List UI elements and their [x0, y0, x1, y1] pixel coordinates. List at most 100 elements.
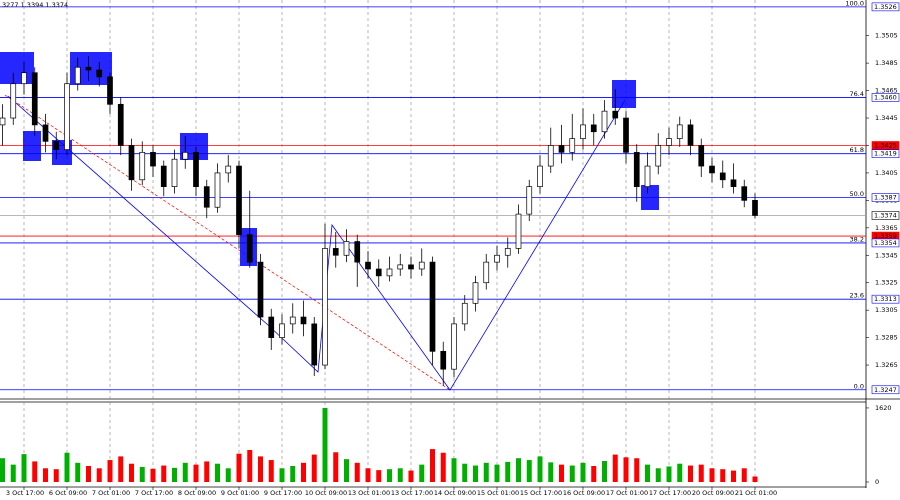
y-tick-label: 1.3325	[875, 279, 898, 287]
x-tick-label: 8 Oct 09:00	[178, 489, 216, 497]
candle-body	[687, 124, 694, 146]
level-price-label: 1.3419	[874, 150, 897, 158]
x-tick-label: 13 Oct 01:00	[348, 489, 390, 497]
level-price-label: 1.3460	[874, 93, 897, 101]
volume-bar	[494, 464, 500, 482]
y-tick-label: 1.3285	[875, 334, 898, 342]
candle-body	[354, 241, 361, 263]
candle-body	[160, 165, 167, 187]
level-price-label: 1.3387	[874, 194, 897, 202]
volume-bar	[107, 460, 113, 482]
candle-body	[504, 248, 511, 256]
volume-bar	[376, 470, 382, 482]
volume-bar	[698, 464, 704, 482]
volume-bar	[236, 453, 242, 482]
volume-bar	[290, 466, 296, 482]
candle-body	[644, 165, 651, 187]
header: 3277 1.3394 1.3374	[2, 1, 68, 9]
candle-body	[246, 234, 253, 263]
x-tick-label: 3 Oct 17:00	[6, 489, 44, 497]
volume-bar	[548, 462, 554, 482]
volume-bar	[150, 468, 156, 482]
x-tick-label: 6 Oct 09:00	[49, 489, 87, 497]
level-price-box	[871, 238, 900, 248]
candle-body	[558, 145, 565, 153]
candle-body	[429, 261, 436, 352]
volume-bar	[193, 464, 199, 482]
y-tick-label: 1.3305	[875, 306, 898, 314]
candle-body	[580, 124, 586, 139]
candle-body	[42, 124, 49, 142]
volume-bar	[301, 462, 306, 482]
volume-bar	[139, 466, 145, 482]
candle-body	[537, 165, 543, 187]
candle-body	[332, 248, 339, 256]
volume-bar	[430, 449, 435, 482]
volume-bar	[247, 450, 253, 482]
fib-label: 50.0	[850, 190, 864, 198]
candle-body	[397, 264, 404, 270]
volume-bar	[645, 464, 650, 482]
candle-body	[730, 179, 737, 187]
x-tick-label: 16 Oct 09:00	[563, 489, 605, 497]
y-tick-label: 1.3505	[875, 32, 898, 40]
y-tick-label: 1.3265	[875, 361, 898, 369]
fib-label: 0.0	[854, 382, 864, 390]
candle-body	[386, 268, 393, 277]
volume-bar	[516, 458, 521, 482]
candle-body	[96, 69, 103, 78]
candle-body	[719, 172, 726, 181]
volume-bar	[526, 460, 532, 482]
volume-bar	[655, 468, 661, 482]
candle-body	[203, 186, 210, 208]
volume-bar	[354, 462, 360, 482]
candle-body	[193, 151, 199, 187]
volume-bar	[32, 461, 38, 482]
candle-body	[515, 213, 522, 249]
level-price-box	[871, 294, 900, 304]
highlight-box	[0, 52, 34, 84]
level-price-label: 1.3359	[874, 232, 897, 240]
level-price-box	[871, 93, 900, 102]
volume-bar	[666, 466, 672, 482]
volume-bar	[387, 469, 392, 482]
x-tick-label: 9 Oct 17:00	[264, 489, 302, 497]
candle-body	[612, 110, 619, 119]
volume-bar	[365, 468, 371, 482]
candle-body	[741, 186, 748, 201]
x-tick-label: 9 Oct 01:00	[221, 489, 259, 497]
volume-bar	[75, 462, 81, 482]
candle-body	[601, 110, 608, 133]
candle-body	[74, 66, 81, 85]
volume-bar	[419, 464, 425, 482]
fib-label: 23.6	[850, 292, 864, 300]
volume-bar	[258, 456, 263, 482]
candle-body	[53, 141, 60, 150]
candle-body	[461, 302, 468, 325]
candle-body	[21, 72, 27, 85]
candle-body	[569, 138, 576, 153]
candle-body	[440, 350, 447, 370]
level-price-label: 1.3374	[874, 211, 897, 219]
x-tick-label: 21 Oct 01:00	[735, 489, 777, 497]
x-tick-label: 15 Oct 01:00	[477, 489, 519, 497]
volume-bar	[677, 463, 683, 482]
candle-body	[64, 83, 70, 150]
candle-body	[139, 151, 146, 181]
y-tick-label: 1.3465	[875, 87, 898, 95]
candle-body	[150, 151, 156, 167]
x-tick-label: 17 Oct 01:00	[606, 489, 648, 497]
candle-body	[666, 138, 672, 146]
volume-bar	[505, 461, 511, 482]
x-tick-label: 7 Oct 01:00	[92, 489, 130, 497]
volume-bar	[161, 465, 167, 482]
candle-body	[676, 124, 683, 139]
y-tick-label: 1.3485	[875, 59, 898, 67]
candle-body	[236, 165, 242, 236]
x-tick-label: 10 Oct 09:00	[305, 489, 347, 497]
volume-bar	[182, 462, 188, 482]
candle-body	[547, 145, 554, 167]
volume-bar	[623, 457, 629, 482]
y-tick-label: 0	[875, 478, 879, 486]
